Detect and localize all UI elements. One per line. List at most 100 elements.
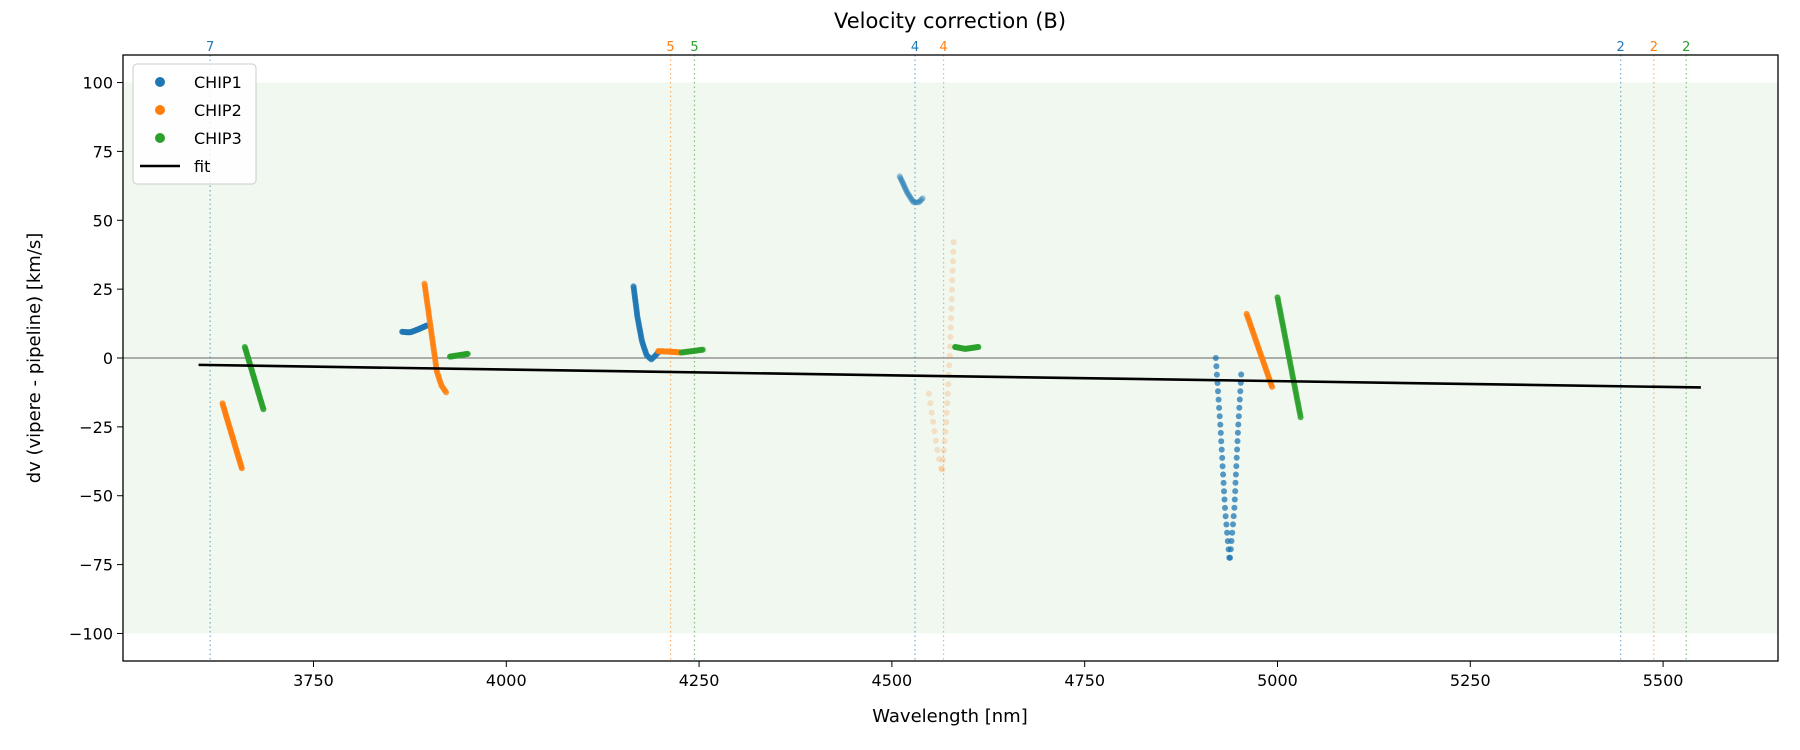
data-point-chip1 — [917, 197, 924, 204]
data-point-chip1 — [1232, 471, 1239, 478]
order-marker-label: 4 — [911, 40, 919, 55]
data-point-chip2 — [949, 267, 956, 274]
legend-marker-icon — [155, 77, 165, 87]
legend-marker-icon — [155, 105, 165, 115]
data-point-chip2 — [943, 409, 950, 416]
data-point-chip1 — [910, 199, 917, 206]
data-point-chip1 — [901, 183, 908, 190]
data-point-chip1 — [903, 187, 910, 194]
data-point-chip1 — [1237, 388, 1244, 395]
data-point-chip1 — [1221, 488, 1227, 495]
order-marker-label: 5 — [690, 40, 698, 55]
data-point-chip2 — [1269, 383, 1276, 390]
y-tick-label: 0 — [103, 349, 113, 368]
data-point-chip1 — [1236, 404, 1243, 411]
data-point-chip3 — [260, 406, 267, 413]
data-point-chip2 — [940, 457, 947, 463]
data-point-chip1 — [1223, 521, 1230, 528]
data-point-chip2 — [930, 418, 937, 425]
x-tick-label: 4500 — [872, 671, 913, 690]
data-point-chip3 — [1297, 414, 1304, 421]
data-point-chip3 — [975, 344, 982, 350]
data-point-chip1 — [1233, 454, 1240, 461]
data-point-chip1 — [1236, 396, 1243, 403]
data-point-chip1 — [909, 198, 916, 204]
data-point-chip2 — [949, 286, 955, 293]
data-point-chip1 — [1229, 529, 1236, 536]
data-point-chip2 — [934, 447, 941, 453]
x-tick-label: 5000 — [1257, 671, 1298, 690]
legend — [132, 63, 257, 185]
data-point-chip1 — [905, 190, 912, 197]
data-point-chip1 — [1232, 479, 1239, 486]
data-point-chip2 — [931, 428, 938, 435]
data-point-chip1 — [897, 175, 904, 182]
data-point-chip1 — [1224, 529, 1231, 536]
data-point-chip1 — [1215, 388, 1221, 395]
data-point-chip1 — [1234, 429, 1241, 436]
data-point-chip1 — [1219, 454, 1226, 461]
data-point-chip2 — [940, 447, 947, 454]
data-point-chip2 — [939, 466, 946, 473]
data-point-chip2 — [948, 315, 955, 322]
data-point-chip1 — [900, 182, 907, 189]
order-marker-label: 2 — [1682, 40, 1690, 55]
data-point-chip1 — [907, 194, 914, 201]
x-axis-label: Wavelength [nm] — [872, 706, 1028, 727]
data-point-chip2 — [947, 324, 954, 331]
data-point-chip3 — [464, 350, 471, 357]
data-point-chip1 — [1217, 421, 1224, 428]
data-point-chip2 — [925, 390, 932, 397]
y-axis-label: dv (vipere - pipeline) [km/s] — [24, 233, 45, 484]
data-point-chip2 — [943, 419, 950, 426]
x-tick-label: 3750 — [293, 671, 334, 690]
data-point-chip2 — [927, 400, 934, 407]
order-marker-label: 7 — [206, 40, 214, 55]
data-point-chip1 — [1220, 471, 1227, 478]
data-point-chip1 — [1238, 371, 1245, 378]
data-point-chip1 — [1233, 463, 1240, 470]
data-point-chip1 — [908, 196, 915, 203]
data-point-chip1 — [1217, 429, 1224, 436]
y-tick-label: 25 — [93, 280, 113, 299]
data-point-chip1 — [1230, 521, 1236, 528]
data-point-chip1 — [1220, 479, 1227, 486]
data-point-chip2 — [944, 400, 951, 407]
data-point-chip1 — [899, 178, 905, 185]
data-point-chip2 — [936, 456, 943, 463]
order-marker-label: 4 — [939, 40, 947, 55]
data-point-chip1 — [1215, 396, 1222, 403]
y-tick-label: −25 — [79, 418, 113, 437]
data-point-chip1 — [1219, 463, 1226, 470]
x-tick-label: 5250 — [1450, 671, 1491, 690]
data-point-chip2 — [946, 362, 953, 369]
data-point-chip1 — [900, 180, 907, 187]
data-point-chip1 — [1213, 363, 1220, 370]
data-point-chip1 — [1213, 371, 1220, 378]
legend-marker-icon — [155, 133, 165, 143]
legend-label: CHIP1 — [194, 73, 242, 92]
data-point-chip2 — [443, 389, 450, 396]
y-tick-label: −100 — [69, 624, 113, 643]
data-point-chip1 — [1227, 554, 1233, 561]
legend-label: CHIP3 — [194, 129, 242, 148]
y-tick-label: 50 — [93, 211, 113, 230]
y-tick-label: −50 — [79, 487, 113, 506]
data-point-chip1 — [899, 179, 906, 186]
data-point-chip2 — [928, 409, 935, 416]
data-point-chip1 — [897, 174, 904, 181]
data-point-chip1 — [1221, 496, 1228, 503]
data-point-chip2 — [946, 352, 953, 359]
data-point-chip1 — [901, 184, 908, 191]
data-point-chip1 — [1235, 413, 1242, 420]
data-point-chip2 — [949, 277, 956, 284]
data-point-chip2 — [947, 334, 954, 340]
data-point-chip2 — [945, 381, 952, 388]
data-point-chip1 — [898, 177, 905, 183]
data-point-chip1 — [896, 173, 903, 180]
y-tick-label: 75 — [93, 142, 113, 161]
data-point-chip1 — [919, 195, 926, 202]
data-point-chip2 — [950, 258, 956, 265]
data-point-chip1 — [1222, 513, 1229, 520]
